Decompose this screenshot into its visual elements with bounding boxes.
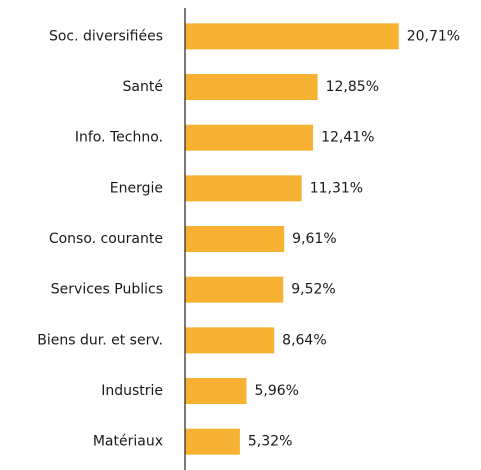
category-label: Soc. diversifiées	[49, 28, 163, 44]
bar	[185, 175, 302, 202]
category-label: Energie	[110, 180, 163, 196]
category-label: Industrie	[101, 383, 163, 399]
value-label: 12,41%	[321, 130, 374, 146]
bar	[185, 378, 247, 404]
value-label: 8,64%	[282, 332, 326, 348]
category-label: Conso. courante	[49, 231, 163, 247]
bar	[185, 226, 285, 252]
bar	[185, 327, 275, 354]
bar	[185, 276, 284, 303]
bar	[185, 74, 318, 100]
value-label: 11,31%	[310, 180, 363, 196]
value-label: 20,71%	[407, 28, 460, 44]
bar	[185, 23, 399, 50]
bar	[185, 428, 240, 455]
category-label: Info. Techno.	[75, 130, 163, 146]
value-label: 5,32%	[248, 434, 292, 450]
category-label: Santé	[123, 79, 163, 95]
value-label: 5,96%	[255, 383, 299, 399]
category-label: Biens dur. et serv.	[37, 332, 163, 348]
value-label: 9,61%	[292, 231, 336, 247]
value-label: 12,85%	[326, 79, 379, 95]
category-label: Matériaux	[93, 434, 163, 450]
bar	[185, 124, 314, 151]
value-label: 9,52%	[291, 282, 335, 298]
category-label: Services Publics	[51, 282, 163, 298]
